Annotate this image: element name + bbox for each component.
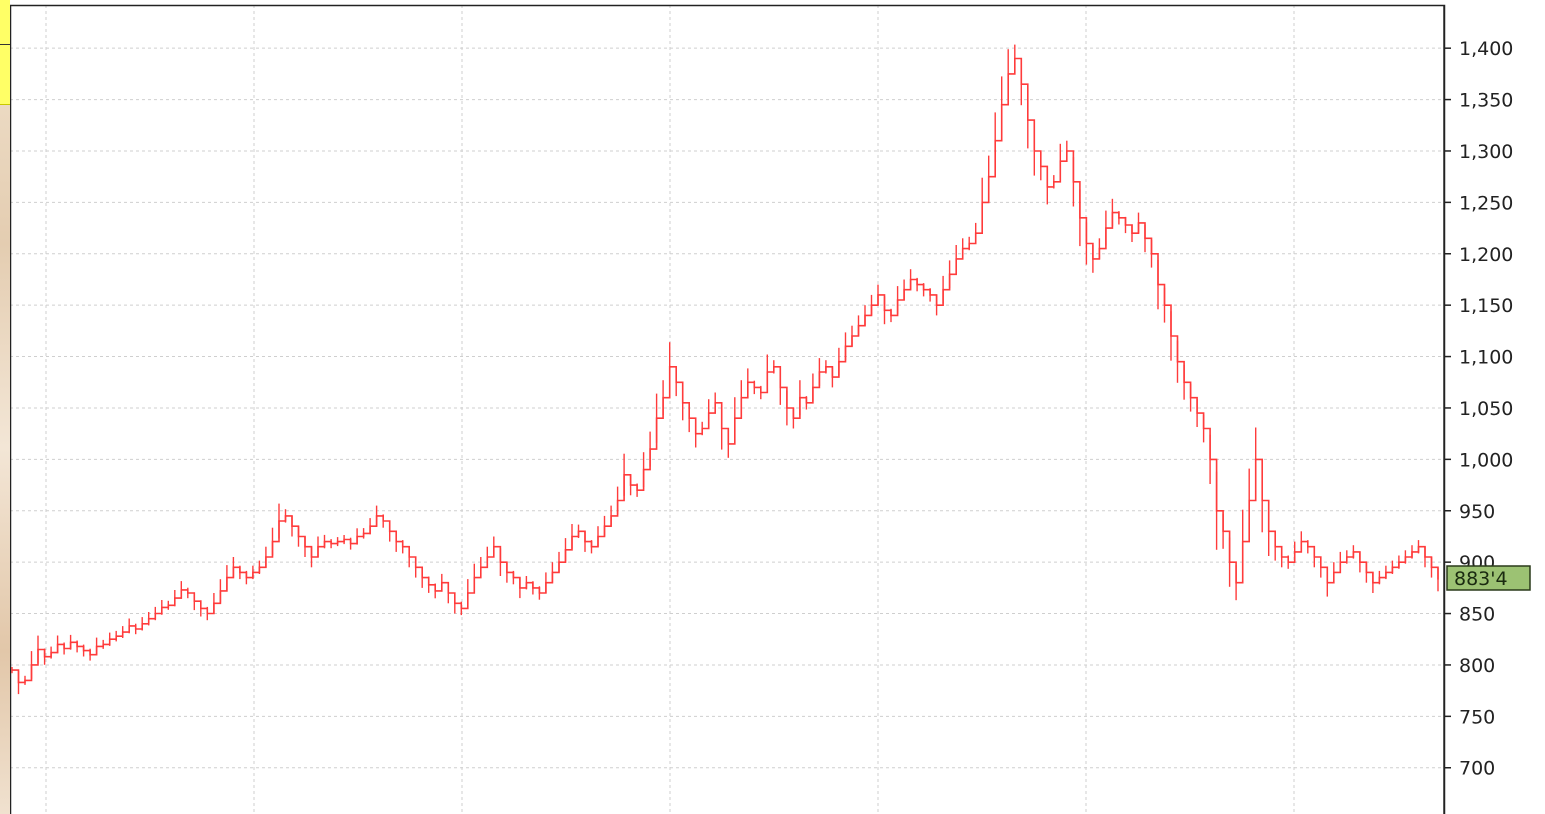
y-tick-label: 1,200 — [1459, 244, 1513, 266]
y-tick-label: 750 — [1459, 706, 1495, 728]
price-chart: 7007508008509009501,0001,0501,1001,1501,… — [10, 4, 1531, 814]
chart-frame: 700 750 800 850 900 950 1,000 1,050 1,100 1,150 1,… — [10, 0, 1545, 814]
y-tick-label: 1,150 — [1459, 295, 1513, 317]
y-tick-label: 1,350 — [1459, 90, 1513, 112]
yellow-tab-rule — [0, 44, 10, 45]
y-tick-label: 1,300 — [1459, 141, 1513, 163]
y-tick-label: 700 — [1459, 758, 1495, 780]
last-price-marker: 883'4 — [1446, 565, 1531, 591]
price-series-line — [12, 57, 1439, 684]
y-tick-label: 1,400 — [1459, 38, 1513, 60]
y-tick-label: 1,250 — [1459, 192, 1513, 214]
y-tick-label: 800 — [1459, 655, 1495, 677]
y-tick-label: 1,100 — [1459, 347, 1513, 369]
y-axis: 7007508008509009501,0001,0501,1001,1501,… — [1444, 38, 1513, 780]
left-edge-background — [0, 0, 10, 814]
last-price-box — [1446, 565, 1531, 591]
y-tick-label: 1,050 — [1459, 398, 1513, 420]
y-tick-label: 850 — [1459, 604, 1495, 626]
y-tick-label: 1,000 — [1459, 449, 1513, 471]
last-price-label: 883'4 — [1454, 568, 1508, 590]
grid-lines — [10, 5, 1444, 814]
series-group — [11, 44, 1439, 695]
y-tick-label: 950 — [1459, 501, 1495, 523]
plot-area-border — [10, 4, 1446, 814]
